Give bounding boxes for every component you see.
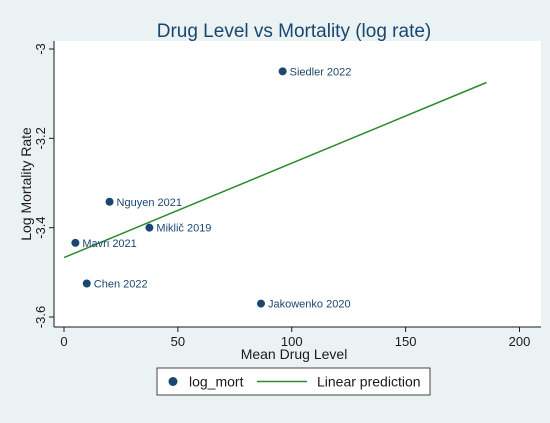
point-label: Miklič 2019 <box>156 223 211 235</box>
y-tick-label: -3.4 <box>33 216 48 238</box>
data-point <box>105 197 114 206</box>
data-point <box>82 279 91 288</box>
chart-title: Drug Level vs Mortality (log rate) <box>157 21 432 42</box>
y-tick-label: -3 <box>33 43 48 55</box>
point-label: Jakowenko 2020 <box>268 299 351 311</box>
x-tick-label: 150 <box>395 334 417 349</box>
data-point <box>257 299 266 308</box>
point-label: Mavri 2021 <box>82 238 136 250</box>
legend-label-linear-prediction: Linear prediction <box>317 374 421 390</box>
x-axis: 0 50 100 150 200 <box>54 326 541 349</box>
point-label: Chen 2022 <box>94 279 148 291</box>
legend-label-log-mort: log_mort <box>189 374 244 390</box>
data-point <box>145 223 154 232</box>
x-tick-label: 100 <box>281 334 303 349</box>
point-label: Siedler 2022 <box>290 66 352 78</box>
x-tick-label: 0 <box>60 334 67 349</box>
data-point <box>71 238 80 247</box>
y-axis-label: Log Mortality Rate <box>18 127 34 241</box>
plot-area <box>54 41 541 327</box>
y-tick-label: -3.6 <box>33 306 48 328</box>
x-tick-label: 200 <box>509 334 531 349</box>
fit-line-layer <box>63 81 487 259</box>
linear-prediction-line <box>63 81 487 259</box>
x-tick-label: 50 <box>171 334 185 349</box>
y-axis: -3 -3.2 -3.4 -3.6 <box>33 41 55 328</box>
point-label: Nguyen 2021 <box>117 197 182 209</box>
legend: log_mort Linear prediction <box>156 367 431 396</box>
x-axis-label: Mean Drug Level <box>241 346 348 362</box>
legend-marker-circle-icon <box>168 377 178 386</box>
y-tick-label: -3.2 <box>33 127 48 149</box>
points-layer: Siedler 2022 Nguyen 2021 Miklič 2019 Mavri … <box>71 66 352 311</box>
data-point <box>278 67 287 76</box>
